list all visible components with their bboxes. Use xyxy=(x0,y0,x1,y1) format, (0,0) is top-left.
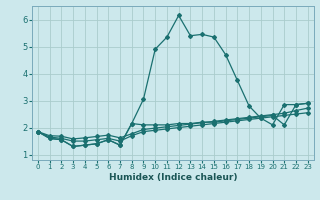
X-axis label: Humidex (Indice chaleur): Humidex (Indice chaleur) xyxy=(108,173,237,182)
